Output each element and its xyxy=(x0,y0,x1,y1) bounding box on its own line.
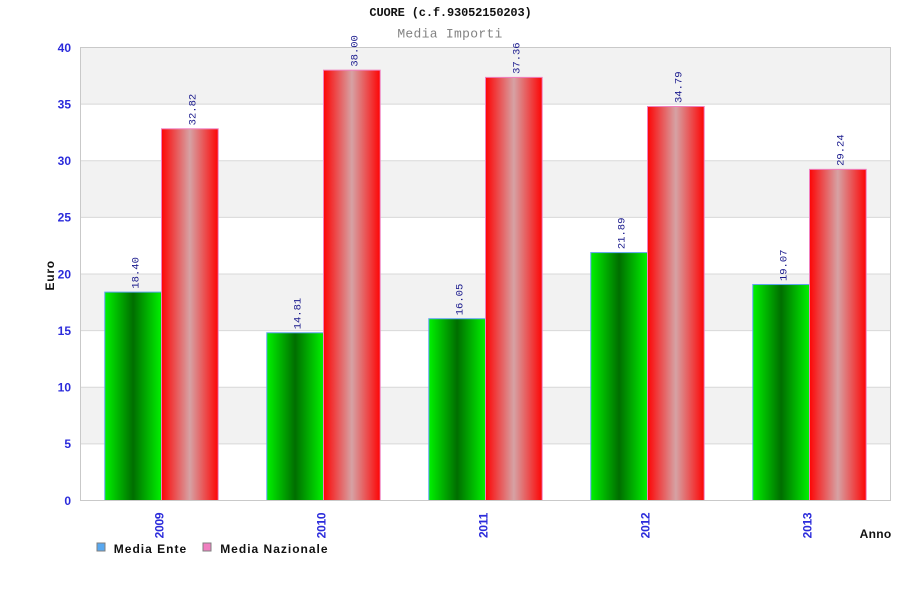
svg-text:34.79: 34.79 xyxy=(673,71,685,103)
svg-text:21.89: 21.89 xyxy=(617,218,629,250)
svg-text:5: 5 xyxy=(64,437,71,451)
svg-text:20: 20 xyxy=(58,267,72,281)
svg-text:30: 30 xyxy=(58,154,72,168)
svg-text:2013: 2013 xyxy=(801,512,815,538)
svg-text:19.07: 19.07 xyxy=(779,250,791,282)
svg-text:40: 40 xyxy=(58,41,72,55)
svg-text:10: 10 xyxy=(58,381,72,395)
svg-text:38.00: 38.00 xyxy=(349,35,361,67)
svg-text:CUORE (c.f.93052150203): CUORE (c.f.93052150203) xyxy=(369,6,531,20)
svg-text:Anno: Anno xyxy=(860,527,892,541)
svg-text:Media Importi: Media Importi xyxy=(397,26,502,41)
svg-text:Media Ente: Media Ente xyxy=(114,542,187,556)
svg-text:2011: 2011 xyxy=(477,512,491,538)
svg-text:29.24: 29.24 xyxy=(835,134,847,166)
svg-text:Media Nazionale: Media Nazionale xyxy=(220,542,328,556)
svg-text:37.36: 37.36 xyxy=(511,42,523,74)
svg-text:14.81: 14.81 xyxy=(293,298,305,330)
svg-text:32.82: 32.82 xyxy=(187,94,199,126)
svg-text:0: 0 xyxy=(64,494,71,508)
svg-text:Euro: Euro xyxy=(43,260,57,290)
svg-text:18.40: 18.40 xyxy=(131,257,143,289)
svg-text:2012: 2012 xyxy=(639,512,653,538)
svg-text:35: 35 xyxy=(58,97,72,111)
svg-text:15: 15 xyxy=(58,324,72,338)
svg-text:16.05: 16.05 xyxy=(455,284,467,316)
svg-text:2009: 2009 xyxy=(153,512,167,538)
svg-text:25: 25 xyxy=(58,211,72,225)
svg-text:2010: 2010 xyxy=(315,512,329,538)
